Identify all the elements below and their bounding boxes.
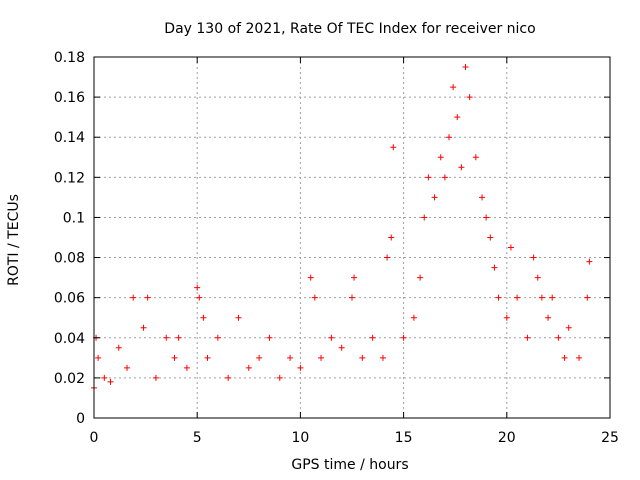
y-tick-label: 0.08 [54, 251, 85, 267]
data-point [194, 284, 201, 291]
chart-title: Day 130 of 2021, Rate Of TEC Index for r… [164, 21, 535, 37]
data-point [524, 334, 531, 341]
data-point [549, 294, 556, 301]
data-point [245, 364, 252, 371]
data-point [507, 244, 514, 251]
data-point [576, 354, 583, 361]
plot-frame [93, 56, 611, 419]
data-point [140, 324, 147, 331]
data-point [545, 314, 552, 321]
data-point [454, 114, 461, 121]
data-point [287, 354, 294, 361]
data-point [466, 94, 473, 101]
x-tick-label: 5 [193, 430, 202, 446]
x-tick-label: 20 [498, 430, 516, 446]
data-point [311, 294, 318, 301]
data-point [256, 354, 263, 361]
data-point [530, 254, 537, 261]
data-point [349, 294, 355, 301]
data-point [200, 314, 207, 321]
data-point [441, 174, 448, 181]
data-point [384, 254, 391, 261]
data-point [379, 354, 386, 361]
y-tick-label: 0.1 [63, 210, 85, 226]
data-point [390, 144, 397, 151]
data-point [95, 354, 102, 361]
y-axis-label: ROTI / TECUs [6, 194, 22, 286]
data-point [487, 234, 494, 241]
data-point [359, 354, 366, 361]
y-tick-label: 0.04 [54, 331, 85, 347]
data-point [152, 374, 159, 381]
x-tick-label: 10 [291, 430, 309, 446]
data-point [446, 134, 453, 141]
data-point [400, 334, 407, 341]
data-point [410, 314, 417, 321]
data-point [431, 194, 438, 201]
data-point [144, 294, 151, 301]
data-point [388, 234, 395, 241]
x-tick-label: 25 [601, 430, 619, 446]
data-point [503, 314, 510, 321]
y-tick-label: 0.18 [54, 50, 85, 66]
y-tick-label: 0.16 [54, 90, 85, 106]
data-point [514, 294, 521, 301]
data-point [124, 364, 131, 371]
data-point [214, 334, 221, 341]
data-point [297, 364, 304, 371]
x-tick-label: 0 [90, 430, 99, 446]
data-point [338, 344, 345, 351]
data-point [555, 334, 562, 341]
data-point [204, 354, 211, 361]
data-point [115, 344, 122, 351]
data-point [196, 294, 203, 301]
data-point [584, 294, 591, 301]
data-point [175, 334, 182, 341]
data-point [307, 274, 314, 281]
data-point [101, 374, 108, 381]
data-point [491, 264, 498, 271]
data-point [462, 64, 469, 71]
grid [94, 57, 610, 418]
data-point [425, 174, 432, 181]
data-point [328, 334, 335, 341]
x-axis-ticks: 0 5 10 15 20 25 [90, 57, 619, 446]
x-tick-label: 15 [395, 430, 413, 446]
data-points [91, 64, 593, 391]
data-point [225, 374, 232, 381]
data-point [565, 324, 572, 331]
data-point [495, 294, 502, 301]
data-point [318, 354, 325, 361]
data-point [171, 354, 178, 361]
data-point [534, 274, 541, 281]
data-point [437, 154, 444, 161]
data-point [235, 314, 242, 321]
data-point [130, 294, 137, 301]
data-point [483, 214, 490, 221]
data-point [421, 214, 428, 221]
x-axis-label: GPS time / hours [291, 457, 408, 473]
data-point [458, 164, 465, 171]
data-point [479, 194, 486, 201]
data-point [586, 258, 593, 265]
data-point [266, 334, 273, 341]
data-point [561, 354, 568, 361]
data-point [417, 274, 424, 281]
data-point [163, 334, 170, 341]
y-tick-label: 0 [76, 411, 85, 427]
y-tick-label: 0.14 [54, 130, 85, 146]
data-point [472, 154, 479, 161]
data-point [183, 364, 190, 371]
data-point [351, 274, 358, 281]
y-axis-ticks: 0 0.02 0.04 0.06 0.08 0.1 0.12 0.14 0.16 0.18 [54, 50, 610, 427]
data-point [538, 294, 545, 301]
y-tick-label: 0.06 [54, 291, 85, 307]
y-tick-label: 0.12 [54, 170, 85, 186]
y-tick-label: 0.02 [54, 371, 85, 387]
data-point [450, 84, 457, 91]
data-point [369, 334, 376, 341]
data-point [276, 374, 283, 381]
data-point [107, 378, 114, 385]
